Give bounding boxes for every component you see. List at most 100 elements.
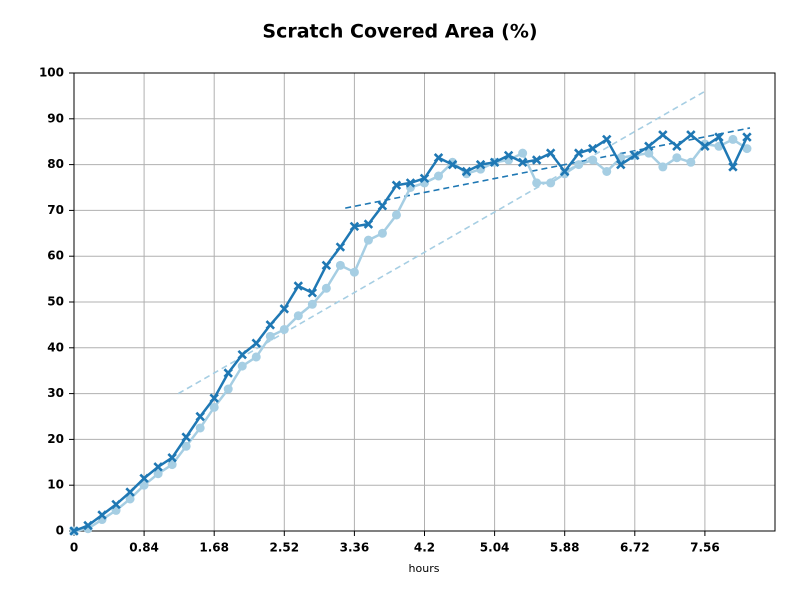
y-tick-label: 70: [47, 203, 64, 217]
x-axis-label: hours: [409, 562, 440, 575]
y-tick-label: 20: [47, 432, 64, 446]
point: [251, 338, 261, 348]
point: [616, 159, 626, 170]
point: [167, 460, 177, 470]
point: [293, 311, 303, 321]
point: [672, 141, 682, 151]
point: [742, 144, 752, 154]
point: [195, 423, 205, 433]
plot-frame: [73, 72, 776, 532]
series-line: [73, 137, 748, 533]
x-tick-label: 5.04: [480, 541, 510, 555]
point: [433, 153, 444, 163]
point: [461, 166, 472, 177]
point: [97, 510, 107, 520]
point: [237, 361, 247, 371]
point: [391, 180, 402, 190]
point: [686, 130, 696, 140]
point: [545, 148, 556, 158]
x-tick-label: 0.84: [129, 541, 159, 555]
point: [658, 130, 668, 140]
point: [153, 469, 163, 479]
point: [700, 141, 710, 151]
point: [546, 178, 556, 188]
chart-title: Scratch Covered Area (%): [262, 21, 537, 43]
point: [377, 228, 387, 238]
point: [265, 320, 275, 330]
point: [349, 221, 360, 232]
point: [602, 134, 612, 145]
point: [307, 288, 318, 298]
y-tick-label: 100: [39, 66, 64, 80]
point: [419, 173, 430, 184]
point: [265, 331, 275, 341]
point: [658, 162, 668, 172]
y-tick-label: 30: [47, 386, 64, 400]
x-tick-label: 4.2: [414, 541, 435, 555]
x-tick-label: 3.36: [340, 541, 370, 555]
y-tick-label: 40: [47, 340, 64, 354]
point: [728, 162, 738, 172]
x-tick-label: 1.68: [199, 541, 229, 555]
point: [630, 150, 640, 161]
point: [531, 155, 542, 165]
point: [574, 160, 584, 170]
point: [321, 283, 331, 293]
point: [223, 384, 233, 394]
point: [209, 402, 219, 412]
y-tick-label: 80: [47, 157, 64, 171]
point: [349, 267, 359, 277]
point: [293, 281, 304, 291]
point: [125, 487, 135, 497]
point: [742, 132, 752, 142]
point: [714, 132, 724, 142]
point: [672, 153, 682, 163]
point: [335, 242, 346, 252]
point: [251, 352, 261, 362]
y-tick-label: 10: [47, 478, 64, 492]
point: [532, 178, 542, 188]
point: [559, 166, 570, 177]
point: [518, 148, 528, 158]
point: [125, 494, 135, 504]
series-line: [73, 133, 749, 533]
point: [181, 432, 191, 442]
y-tick-label: 50: [47, 295, 64, 309]
point: [574, 148, 584, 158]
point: [489, 157, 500, 168]
point: [167, 453, 177, 463]
point: [728, 134, 738, 144]
point: [363, 235, 373, 245]
point: [644, 148, 654, 158]
point: [475, 159, 486, 170]
point: [237, 349, 247, 360]
point: [153, 462, 163, 472]
point: [279, 324, 289, 334]
point: [447, 159, 458, 170]
point: [335, 260, 345, 270]
point: [517, 157, 528, 168]
point: [223, 368, 233, 378]
point: [307, 299, 317, 309]
y-tick-label: 90: [47, 111, 64, 125]
point: [139, 480, 149, 490]
point: [181, 441, 191, 451]
point: [139, 473, 149, 484]
x-tick-label: 7.56: [690, 541, 720, 555]
point: [644, 141, 654, 151]
point: [321, 260, 332, 271]
point: [279, 304, 290, 314]
point: [391, 210, 401, 220]
x-tick-label: 2.52: [269, 541, 299, 555]
x-tick-label: 5.88: [550, 541, 580, 555]
y-tick-label: 0: [56, 524, 64, 538]
point: [588, 143, 598, 154]
point: [434, 171, 444, 181]
point: [195, 411, 205, 422]
point: [560, 169, 570, 179]
point: [111, 499, 121, 510]
point: [588, 155, 598, 165]
x-tick-label: 6.72: [620, 541, 650, 555]
point: [209, 393, 219, 403]
